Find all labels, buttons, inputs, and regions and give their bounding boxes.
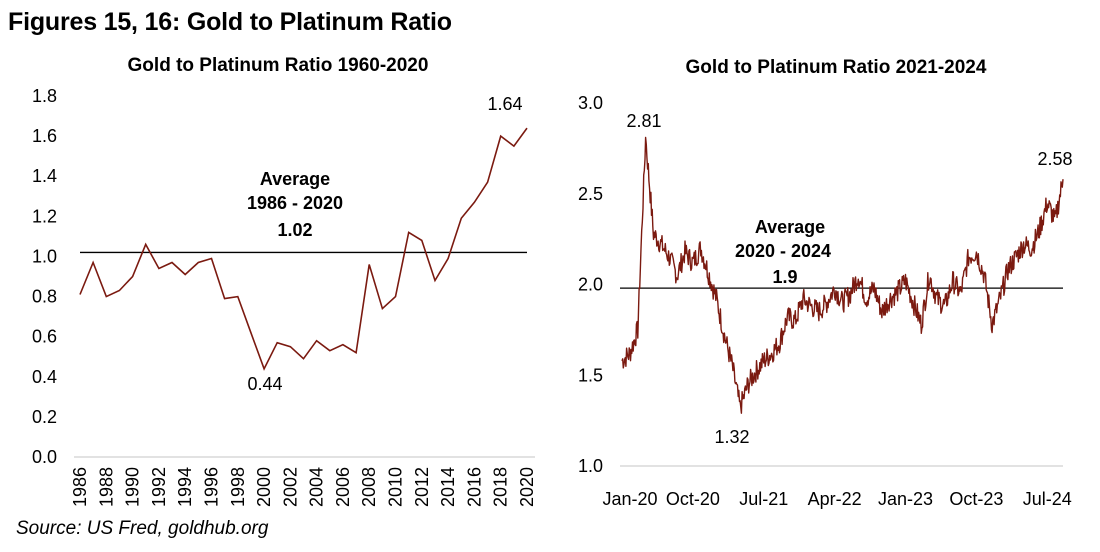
chart-2-x-tick-label: Apr-22 (808, 489, 862, 509)
chart-1-y-axis: 0.0 0.2 0.4 0.6 0.8 1.0 1.2 1.4 1.6 1.8 (32, 86, 57, 467)
chart-1-x-axis: 1986 1988 1990 1992 1994 1996 1998 2000 2002 2004… (70, 467, 537, 507)
chart-1-x-tick-label: 2000 (254, 467, 274, 507)
chart-1-x-tick-label: 2010 (386, 467, 406, 507)
chart-1-min-label: 0.44 (247, 374, 282, 394)
chart-1-y-tick-label: 1.6 (32, 126, 57, 146)
chart-1-x-tick-label: 2020 (517, 467, 537, 507)
chart-1-x-tick-label: 2006 (333, 467, 353, 507)
chart-2-x-tick-label: Jan-20 (602, 489, 657, 509)
chart-2-x-tick-label: Jan-23 (878, 489, 933, 509)
chart-1-y-tick-label: 0.4 (32, 367, 57, 387)
chart-1-y-tick-label: 0.6 (32, 327, 57, 347)
chart-1-x-tick-label: 2018 (491, 467, 511, 507)
chart-2-y-tick-label: 2.5 (578, 184, 603, 204)
chart-2-x-tick-label: Oct-23 (949, 489, 1003, 509)
chart-1-title: Gold to Platinum Ratio 1960-2020 (128, 55, 429, 76)
chart-1-y-tick-label: 0.0 (32, 447, 57, 467)
chart-2-average-label-range: 2020 - 2024 (735, 241, 831, 261)
chart-1-y-tick-label: 1.0 (32, 246, 57, 266)
chart-1-x-tick-label: 1998 (228, 467, 248, 507)
chart-2-x-tick-label: Jul-24 (1023, 489, 1072, 509)
chart-1-x-tick-label: 2008 (359, 467, 379, 507)
chart-1-average-label-value: 1.02 (277, 220, 312, 240)
chart-1-y-tick-label: 0.2 (32, 407, 57, 427)
chart-1-average-label-range: 1986 - 2020 (247, 193, 343, 213)
chart-1-x-tick-label: 2002 (280, 467, 300, 507)
figure-title: Figures 15, 16: Gold to Platinum Ratio (8, 8, 452, 36)
chart-1-y-tick-label: 1.2 (32, 206, 57, 226)
chart-1-x-tick-label: 1994 (175, 467, 195, 507)
chart-1-x-tick-label: 2004 (307, 467, 327, 507)
chart-2-average-label-title: Average (755, 217, 825, 237)
chart-1-y-tick-label: 0.8 (32, 287, 57, 307)
chart-1-svg: Gold to Platinum Ratio 1960-2020 0.00.20… (32, 55, 537, 507)
chart-1-x-tick-label: 1990 (123, 467, 143, 507)
chart-1-average-label-title: Average (260, 169, 330, 189)
chart-2-y-tick-label: 1.5 (578, 365, 603, 385)
chart-1-max-label: 1.64 (487, 94, 522, 114)
chart-2-x-tick-label: Jul-21 (739, 489, 788, 509)
chart-2-y-axis: 1.0 1.5 2.0 2.5 3.0 (578, 93, 603, 476)
chart-2-spike-label: 2.81 (626, 111, 661, 131)
chart-1-y-tick-label: 1.8 (32, 86, 57, 106)
chart-1-series-line (79, 127, 528, 371)
chart-1-x-tick-label: 1992 (149, 467, 169, 507)
chart-1-x-tick-label: 1996 (201, 467, 221, 507)
chart-2-x-axis: Jan-20 Oct-20 Jul-21 Apr-22 Jan-23 Oct-23 Jul-… (602, 489, 1071, 509)
chart-1-x-tick-label: 2016 (464, 467, 484, 507)
chart-1-x-tick-label: 1988 (96, 467, 116, 507)
chart-2-last-label: 2.58 (1037, 149, 1072, 169)
chart-2-y-tick-label: 3.0 (578, 93, 603, 113)
chart-2-x-tick-label: Oct-20 (666, 489, 720, 509)
chart-1-x-tick-label: 2012 (412, 467, 432, 507)
chart-2-series-line (621, 136, 1064, 414)
chart-2-y-tick-label: 2.0 (578, 275, 603, 295)
chart-1-x-tick-label: 1986 (70, 467, 90, 507)
chart-2-min-label: 1.32 (714, 427, 749, 447)
chart-2-title: Gold to Platinum Ratio 2021-2024 (686, 57, 987, 78)
chart-2-y-tick-label: 1.0 (578, 456, 603, 476)
chart-1-y-tick-label: 1.4 (32, 166, 57, 186)
chart-1-x-tick-label: 2014 (438, 467, 458, 507)
source-note: Source: US Fred, goldhub.org (16, 518, 269, 539)
chart-2-average-label-value: 1.9 (772, 267, 797, 287)
